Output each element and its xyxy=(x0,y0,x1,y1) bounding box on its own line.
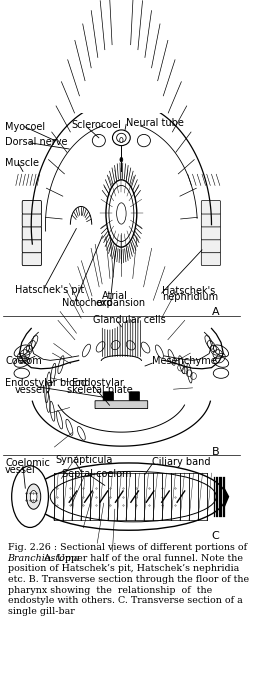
Text: Glandular cells: Glandular cells xyxy=(93,315,166,325)
Text: single gill-bar: single gill-bar xyxy=(7,607,74,616)
Text: Ciliary band: Ciliary band xyxy=(152,458,211,467)
Text: Notochord: Notochord xyxy=(62,298,112,308)
Text: vessel: vessel xyxy=(5,464,36,475)
FancyBboxPatch shape xyxy=(22,239,42,253)
Text: Septal coelom: Septal coelom xyxy=(62,469,131,479)
FancyBboxPatch shape xyxy=(129,392,140,402)
Text: Atrial: Atrial xyxy=(102,291,128,301)
Text: Myocoel: Myocoel xyxy=(5,122,45,132)
Text: nephridium: nephridium xyxy=(162,292,218,302)
FancyBboxPatch shape xyxy=(22,226,42,240)
Text: position of Hatschek’s pit, Hatschek’s nephridia: position of Hatschek’s pit, Hatschek’s n… xyxy=(7,564,239,573)
Ellipse shape xyxy=(30,491,37,503)
FancyBboxPatch shape xyxy=(201,214,221,227)
FancyBboxPatch shape xyxy=(201,226,221,240)
Ellipse shape xyxy=(120,158,123,162)
Text: Coelom: Coelom xyxy=(5,356,42,366)
Text: endostyle with others. C. Transverse section of a: endostyle with others. C. Transverse sec… xyxy=(7,596,242,606)
Text: B: B xyxy=(211,448,219,458)
FancyBboxPatch shape xyxy=(95,401,148,408)
Text: expansion: expansion xyxy=(95,297,145,308)
Text: Hatschek's: Hatschek's xyxy=(162,286,215,296)
Text: Branchiostoma: Branchiostoma xyxy=(7,554,80,563)
FancyBboxPatch shape xyxy=(103,392,114,402)
FancyBboxPatch shape xyxy=(22,252,42,266)
Text: Fig. 2.26 : Sectional views of different portions of: Fig. 2.26 : Sectional views of different… xyxy=(7,543,247,552)
Text: Mesenchyme: Mesenchyme xyxy=(152,356,217,366)
Text: vessel: vessel xyxy=(15,385,45,395)
Ellipse shape xyxy=(26,484,41,509)
Text: Neural tube: Neural tube xyxy=(126,118,184,128)
FancyBboxPatch shape xyxy=(201,252,221,266)
FancyBboxPatch shape xyxy=(22,214,42,227)
FancyBboxPatch shape xyxy=(22,201,42,214)
Text: . A. Upper half of the oral funnel. Note the: . A. Upper half of the oral funnel. Note… xyxy=(38,554,243,563)
FancyBboxPatch shape xyxy=(201,201,221,214)
Text: Sclerocoel: Sclerocoel xyxy=(72,120,122,130)
Text: Endostylar blood: Endostylar blood xyxy=(5,379,87,388)
Text: C: C xyxy=(211,531,219,541)
Text: Coelomic: Coelomic xyxy=(5,458,50,468)
Text: Synapticula: Synapticula xyxy=(55,455,112,465)
Ellipse shape xyxy=(12,466,48,527)
Text: Hatschek's pit: Hatschek's pit xyxy=(15,285,84,295)
FancyBboxPatch shape xyxy=(201,239,221,253)
Polygon shape xyxy=(223,485,229,508)
Text: etc. B. Transverse section through the floor of the: etc. B. Transverse section through the f… xyxy=(7,575,249,584)
Text: Endostylar: Endostylar xyxy=(72,379,123,388)
Text: Dorsal nerve: Dorsal nerve xyxy=(5,137,68,147)
Text: Muscle: Muscle xyxy=(5,158,39,168)
Ellipse shape xyxy=(31,463,226,530)
Ellipse shape xyxy=(120,137,123,143)
Text: A: A xyxy=(211,307,219,317)
Text: pharynx showing  the  relationship  of  the: pharynx showing the relationship of the xyxy=(7,586,212,595)
Text: skeletal plate: skeletal plate xyxy=(67,385,133,395)
